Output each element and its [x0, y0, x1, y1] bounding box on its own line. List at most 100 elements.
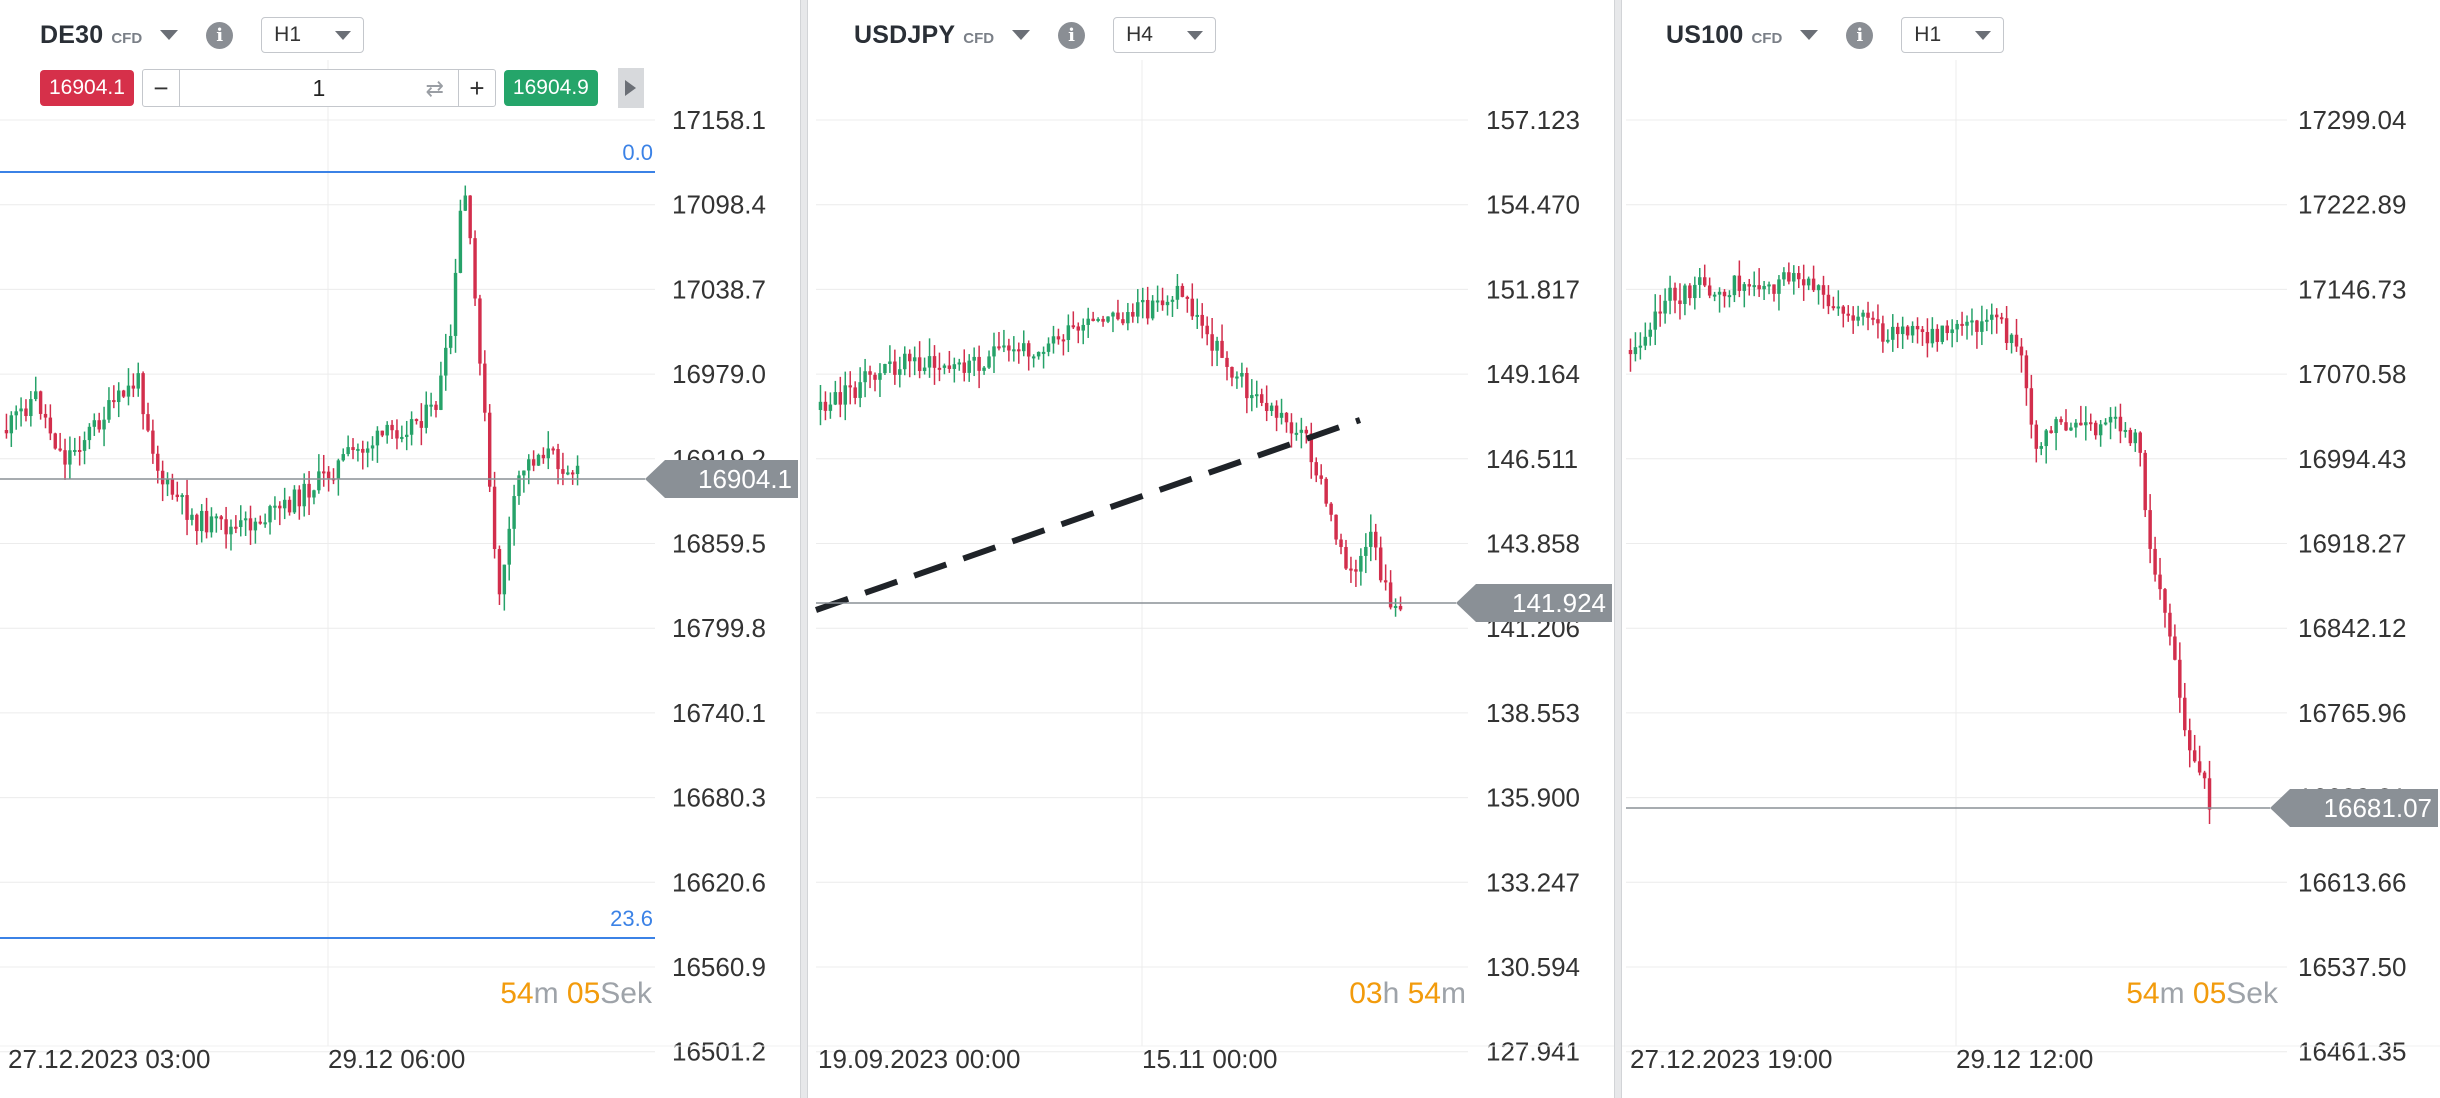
- candle-body: [1230, 366, 1234, 378]
- timeframe-select[interactable]: H1: [261, 17, 365, 53]
- info-icon[interactable]: i: [1846, 21, 1874, 49]
- candle-body: [1274, 405, 1279, 418]
- candle-body: [2128, 429, 2133, 444]
- candle-body: [1398, 605, 1403, 610]
- candle-body: [1950, 329, 1954, 334]
- candle-body: [209, 516, 214, 533]
- candle-body: [312, 490, 316, 498]
- symbol-name[interactable]: USDJPY: [854, 20, 956, 49]
- candle-body: [932, 356, 937, 368]
- candle-body: [1643, 336, 1648, 346]
- candle-body: [1051, 336, 1056, 344]
- trade-bar: 16904.1 − 1 ⇄ + 16904.9: [40, 68, 644, 108]
- candle-body: [58, 448, 62, 451]
- candle-body: [2064, 422, 2068, 431]
- candle-body: [1767, 284, 1771, 287]
- countdown-value: 54: [500, 977, 533, 1010]
- countdown-unit: m: [2160, 977, 2185, 1010]
- chart-panel-de30: 17158.1 17098.4 17038.7 16979.0 16919.2 16859…: [0, 0, 800, 1098]
- candle-body: [1026, 343, 1031, 357]
- candle-body: [1071, 325, 1076, 328]
- candle-body: [492, 486, 497, 550]
- panel-separator[interactable]: [800, 0, 808, 1098]
- swap-icon[interactable]: ⇄: [425, 76, 444, 101]
- x-axis-label: 29.12 12:00: [1956, 1044, 2093, 1074]
- candle-body: [156, 453, 160, 471]
- chevron-down-icon[interactable]: [1012, 30, 1031, 40]
- candle-body: [947, 365, 952, 369]
- timeframe-select[interactable]: H1: [1901, 17, 2005, 53]
- candle-body: [1259, 394, 1264, 403]
- price-chart[interactable]: 17158.117098.417038.716979.016919.216859…: [0, 0, 800, 1098]
- chevron-down-icon[interactable]: [1800, 30, 1819, 40]
- candle-body: [1388, 582, 1393, 608]
- candle-body: [43, 413, 48, 418]
- candle-body: [2074, 422, 2078, 428]
- candle-body: [1975, 320, 1979, 332]
- candle-body: [2123, 429, 2128, 432]
- fib-level-label: 0.0: [622, 140, 653, 165]
- candle-body: [1999, 317, 2004, 320]
- candle-body: [561, 469, 565, 474]
- candle-body: [957, 362, 962, 365]
- sell-button[interactable]: 16904.1: [40, 70, 134, 106]
- candle-body: [1264, 402, 1269, 411]
- candle-body: [287, 499, 292, 513]
- candle-body: [1797, 273, 1801, 280]
- candle-body: [2207, 778, 2212, 810]
- symbol-name[interactable]: DE30: [40, 20, 104, 49]
- candle-body: [1712, 294, 1717, 297]
- quantity-input[interactable]: 1 ⇄: [178, 70, 459, 106]
- symbol-name[interactable]: US100: [1666, 20, 1744, 49]
- quantity-stepper: − 1 ⇄ +: [141, 69, 496, 107]
- candle-body: [126, 385, 131, 397]
- increase-button[interactable]: +: [469, 72, 485, 103]
- candle-body: [341, 454, 345, 461]
- timeframe-select[interactable]: H4: [1113, 17, 1216, 53]
- cfd-badge: CFD: [1751, 29, 1783, 47]
- candle-body: [1200, 314, 1204, 326]
- candle-body: [2054, 419, 2058, 434]
- panel-separator[interactable]: [1614, 0, 1622, 1098]
- candle-body: [1369, 531, 1373, 547]
- candle-body: [1787, 272, 1791, 282]
- play-icon[interactable]: [617, 68, 644, 108]
- info-icon[interactable]: i: [206, 21, 234, 49]
- candle-body: [2044, 430, 2048, 447]
- candle-body: [1145, 299, 1150, 319]
- candle-body: [1757, 285, 1761, 290]
- candle-body: [1339, 539, 1343, 548]
- candle-body: [1821, 285, 1826, 295]
- y-axis-label: 127.941: [1486, 1037, 1580, 1067]
- candle-body: [1140, 299, 1145, 303]
- candle-body: [1215, 340, 1219, 351]
- candle-body: [843, 385, 848, 405]
- candle-body: [1349, 568, 1353, 571]
- chevron-down-icon[interactable]: [160, 30, 179, 40]
- countdown-unit: m: [1441, 977, 1466, 1010]
- candle-body: [1985, 319, 1989, 322]
- candle-body: [2039, 446, 2043, 449]
- candle-body: [1269, 405, 1274, 411]
- price-chart[interactable]: 17299.04 17222.89 17146.73 17070.58 16994.43…: [1622, 0, 2440, 1098]
- candle-body: [497, 549, 502, 595]
- candle-body: [1031, 356, 1036, 359]
- current-price-tag: [645, 460, 798, 498]
- decrease-button[interactable]: −: [153, 72, 169, 103]
- buy-button[interactable]: 16904.9: [503, 70, 598, 106]
- candle-body: [1737, 275, 1742, 291]
- candle-body: [2143, 452, 2147, 511]
- candle-body: [883, 363, 887, 374]
- y-axis-label: 16799.8: [672, 613, 766, 643]
- candle-body: [1910, 325, 1915, 336]
- candle-body: [2009, 334, 2014, 344]
- candle-body: [2113, 416, 2118, 419]
- candle-body: [365, 448, 370, 453]
- candle-body: [1314, 462, 1318, 476]
- candle-body: [1036, 351, 1041, 357]
- candle-body: [1012, 349, 1016, 352]
- candle-body: [1980, 321, 1984, 332]
- price-chart[interactable]: 157.123 154.470 151.817 149.164 146.511 143.8…: [808, 0, 1614, 1098]
- countdown-unit: h: [1383, 977, 1400, 1010]
- info-icon[interactable]: i: [1058, 21, 1086, 49]
